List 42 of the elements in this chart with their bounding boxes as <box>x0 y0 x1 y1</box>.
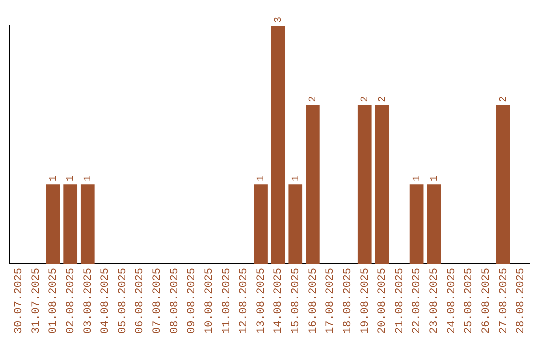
x-tick-label: 19.08.2025 <box>360 268 372 334</box>
x-tick-label: 14.08.2025 <box>273 268 286 334</box>
data-label: 1 <box>66 176 78 182</box>
x-tick-label: 01.08.2025 <box>48 268 60 334</box>
x-tick-label: 11.08.2025 <box>221 268 234 334</box>
x-tick-label: 30.07.2025 <box>14 268 26 334</box>
x-tick-label: 27.08.2025 <box>498 268 510 334</box>
x-tick-label: 06.08.2025 <box>134 268 147 334</box>
data-label: 1 <box>48 176 60 182</box>
data-label: 3 <box>274 16 285 23</box>
data-label: 2 <box>308 96 320 102</box>
x-tick-label: 26.08.2025 <box>480 268 493 334</box>
x-tick-label: 16.08.2025 <box>308 268 320 334</box>
x-tick-label: 23.08.2025 <box>429 268 442 334</box>
x-tick-label: 13.08.2025 <box>256 268 268 334</box>
x-tick-label: 22.08.2025 <box>412 268 424 334</box>
data-label: 2 <box>360 96 372 102</box>
data-label: 2 <box>378 96 389 102</box>
data-label: 1 <box>412 176 424 182</box>
data-label: 1 <box>256 176 268 182</box>
x-tick-label: 21.08.2025 <box>394 268 406 334</box>
data-label: 2 <box>498 96 510 102</box>
x-tick-label: 25.08.2025 <box>464 268 476 334</box>
x-tick-label: 18.08.2025 <box>342 268 354 334</box>
data-label: 1 <box>84 176 95 182</box>
x-tick-label: 15.08.2025 <box>290 268 303 334</box>
x-tick-label: 31.07.2025 <box>30 268 43 334</box>
x-tick-label: 24.08.2025 <box>446 268 458 334</box>
x-tick-label: 20.08.2025 <box>377 268 390 334</box>
x-tick-label: 03.08.2025 <box>82 268 95 334</box>
x-tick-label: 10.08.2025 <box>204 268 216 334</box>
x-tick-label: 02.08.2025 <box>65 268 78 334</box>
x-tick-label: 05.08.2025 <box>117 268 130 334</box>
x-tick-label: 12.08.2025 <box>238 268 251 334</box>
x-tick-label: 17.08.2025 <box>325 268 338 334</box>
x-tick-label: 04.08.2025 <box>100 268 112 334</box>
data-label: 1 <box>430 176 441 182</box>
x-tick-label: 28.08.2025 <box>516 268 528 334</box>
x-tick-label: 08.08.2025 <box>169 268 182 334</box>
x-tick-label: 07.08.2025 <box>152 268 164 334</box>
data-label: 1 <box>291 176 302 182</box>
x-tick-label: 09.08.2025 <box>186 268 199 334</box>
